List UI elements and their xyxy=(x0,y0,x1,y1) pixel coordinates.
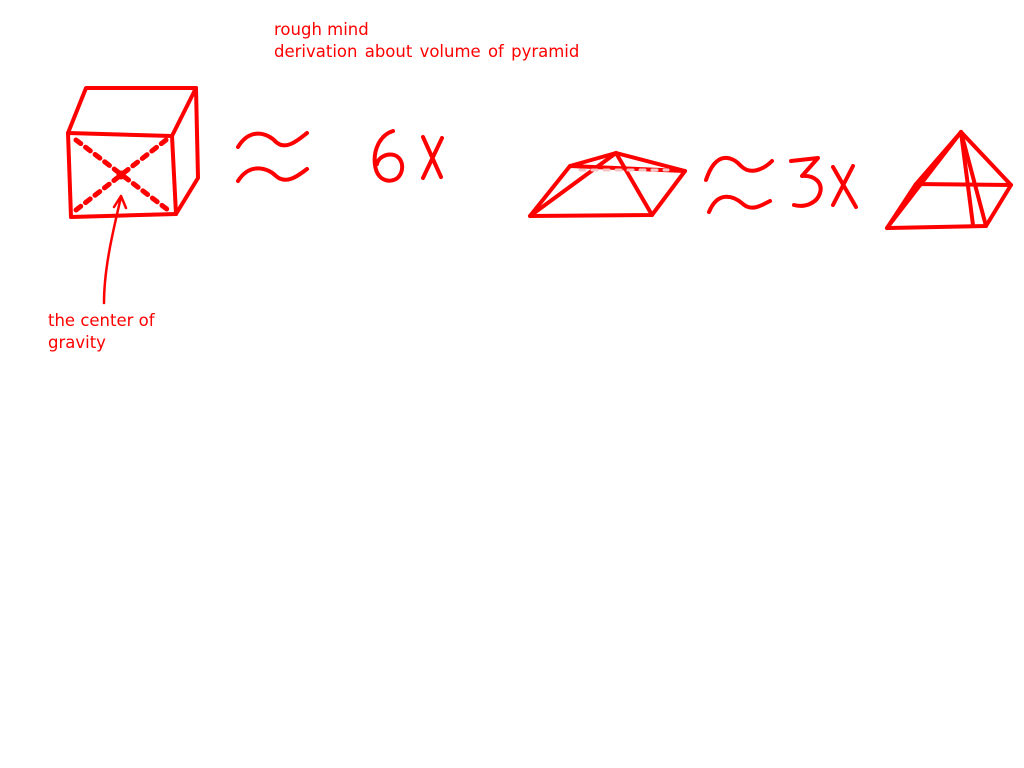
cube-drawing xyxy=(66,86,200,219)
title-line-1: rough mind xyxy=(274,20,369,39)
digit-3 xyxy=(789,156,823,208)
tall-pyramid-edge-3 xyxy=(959,130,1013,187)
flat-pyramid-base xyxy=(528,164,687,218)
cube-diagonal-2 xyxy=(73,137,169,213)
digit-6 xyxy=(372,129,405,183)
cube-right-face xyxy=(174,86,200,216)
label-6x xyxy=(372,129,444,183)
gravity-arrow xyxy=(102,194,128,305)
label-3x xyxy=(789,156,858,209)
tall-pyramid xyxy=(885,130,1013,230)
letter-x-2 xyxy=(421,136,444,180)
title-line-2: derivation about volume of pyramid xyxy=(274,42,580,61)
flat-pyramid-edge-3 xyxy=(614,151,687,173)
tall-pyramid-edge-2 xyxy=(959,130,988,228)
flat-pyramid xyxy=(528,151,687,218)
flat-pyramid-edge-2 xyxy=(614,151,654,217)
center-of-gravity-label-2: gravity xyxy=(48,333,106,352)
center-of-gravity-dot xyxy=(116,170,126,180)
letter-x-3 xyxy=(831,165,858,209)
tall-pyramid-edge-4 xyxy=(914,130,963,186)
flat-pyramid-edge-4 xyxy=(568,151,618,168)
flat-pyramid-edge-1 xyxy=(528,151,618,218)
letter-x-4 xyxy=(831,164,855,207)
tall-pyramid-center-line xyxy=(959,130,975,227)
cube-top-face xyxy=(66,86,198,138)
center-of-gravity-label-1: the center of xyxy=(48,311,155,330)
approx-symbol-2 xyxy=(704,156,774,214)
approx-symbol-1 xyxy=(236,131,309,183)
